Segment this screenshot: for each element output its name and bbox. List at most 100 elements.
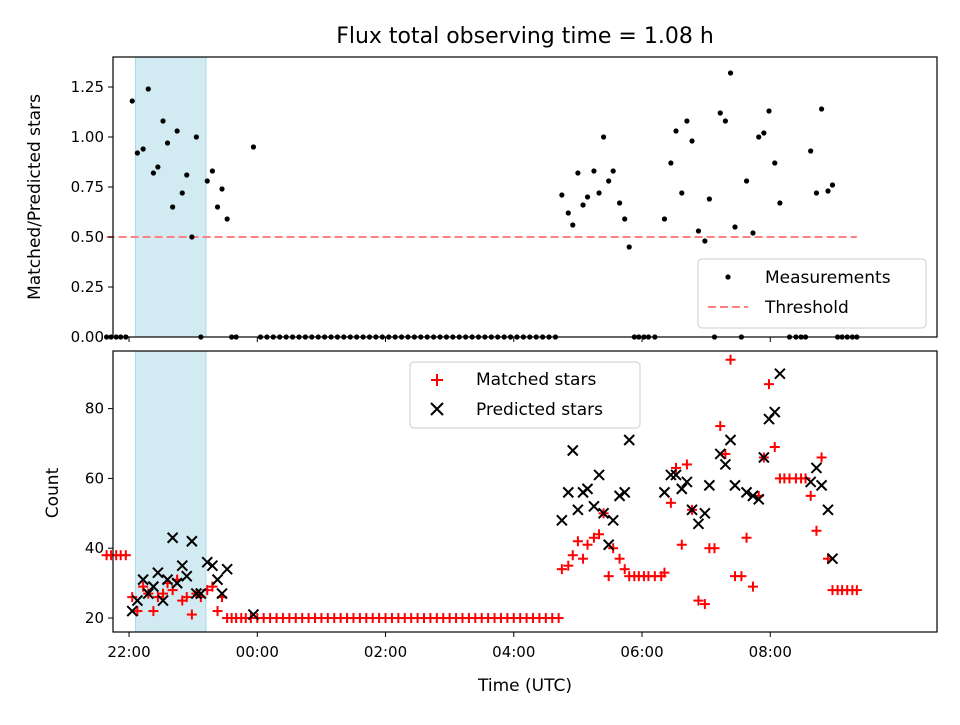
measurement-point [575, 170, 581, 176]
bottom-x-tick-label: 08:00 [749, 643, 792, 661]
matched-star-point [567, 550, 578, 561]
predicted-star-point [769, 406, 781, 418]
measurement-point [140, 146, 146, 152]
measurement-point [706, 196, 712, 202]
measurement-point [600, 134, 607, 140]
matched-star-point [676, 539, 687, 550]
measurement-point [160, 118, 166, 124]
measurement-point [179, 190, 185, 196]
legend-measurements-label: Measurements [765, 268, 891, 288]
predicted-star-point [201, 556, 213, 568]
predicted-star-point [602, 539, 615, 551]
predicted-star-point [161, 573, 174, 586]
predicted-star-point [740, 486, 753, 499]
predicted-star-point [822, 504, 834, 516]
top-y-tick-label: 0.00 [71, 328, 104, 346]
observing-window-shade-bottom [134, 350, 207, 633]
predicted-star-point [190, 587, 203, 600]
top-y-axis-label: Matched/Predicted stars [25, 94, 45, 300]
predicted-star-point [692, 518, 705, 530]
predicted-star-point [157, 594, 169, 607]
top-y-tick-label: 0.75 [71, 178, 104, 196]
measurement-point [750, 230, 756, 236]
matched-star-point [769, 441, 780, 452]
measurement-point [145, 86, 151, 92]
matched-star-point [132, 606, 143, 617]
predicted-star-point [195, 587, 207, 600]
measurement-point [193, 134, 199, 140]
predicted-star-point [181, 570, 193, 582]
legend-threshold-label: Threshold [764, 298, 849, 318]
measurement-point [189, 234, 195, 240]
measurement-point [813, 190, 820, 196]
predicted-star-point [131, 594, 144, 607]
predicted-star-point [623, 434, 635, 446]
measurement-point [591, 168, 597, 174]
matched-star-point [148, 606, 159, 617]
matched-star-point [553, 613, 564, 624]
matched-star-point [720, 448, 731, 459]
measurement-point [668, 160, 674, 166]
predicted-star-point [686, 504, 698, 516]
legend-measurements-marker [725, 274, 731, 280]
measurement-point [626, 244, 632, 250]
matched-star-point [747, 581, 758, 592]
predicted-star-point [176, 559, 188, 572]
bottom-y-tick-label: 40 [85, 539, 104, 557]
matched-star-point [715, 421, 726, 432]
predicted-star-point [804, 476, 817, 488]
bottom-x-ticks: 22:00 00:00 02:00 04:00 06:00 08:00 [107, 632, 792, 661]
matched-star-point [671, 462, 682, 473]
predicted-star-point [588, 500, 600, 513]
measurement-point [766, 108, 772, 114]
matched-star-point [120, 550, 131, 561]
measurement-point [732, 224, 738, 230]
predicted-star-point [758, 451, 770, 464]
measurement-point [164, 140, 171, 146]
bottom-x-tick-label: 06:00 [620, 643, 663, 661]
top-y-tick-label: 1.00 [71, 128, 104, 146]
measurement-point [155, 164, 161, 170]
measurement-point [150, 170, 156, 176]
matched-star-point [556, 564, 567, 575]
measurement-point [174, 128, 180, 134]
predicted-star-point [221, 563, 233, 575]
measurement-point [772, 160, 778, 166]
matched-star-point [582, 539, 593, 550]
bottom-x-axis-label: Time (UTC) [477, 676, 572, 696]
predicted-star-point [753, 493, 765, 506]
bottom-y-tick-label: 20 [85, 609, 104, 627]
observing-window-shade-top [134, 56, 207, 338]
predicted-star-point [597, 507, 610, 520]
predicted-star-point [665, 469, 677, 481]
measurement-point [224, 216, 230, 222]
matched-star-point [725, 354, 736, 365]
predicted-star-point [206, 559, 219, 572]
top-y-tick-label: 0.50 [71, 228, 104, 246]
measurement-point [616, 200, 623, 206]
matched-star-point [572, 536, 583, 547]
predicted-star-point [714, 448, 726, 460]
measurement-point [777, 200, 783, 206]
predicted-star-point [658, 486, 671, 499]
predicted-star-point [142, 587, 154, 600]
predicted-star-point [152, 566, 164, 579]
matched-star-point [763, 379, 774, 390]
matched-star-point [800, 473, 811, 484]
measurement-point [695, 228, 702, 234]
top-axes-frame [112, 56, 938, 338]
matched-star-point [659, 567, 670, 578]
matched-star-point [594, 529, 605, 540]
measurement-point [825, 188, 831, 194]
bottom-y-ticks: 20 40 60 80 [85, 400, 113, 627]
measurement-point [689, 138, 695, 144]
predicted-star-point [572, 504, 584, 516]
predicted-star-point [670, 469, 682, 481]
measurement-point [129, 98, 135, 104]
measurement-point [684, 118, 690, 124]
matched-star-point [665, 497, 676, 508]
matched-star-point [127, 592, 138, 603]
measurement-point [622, 216, 628, 222]
